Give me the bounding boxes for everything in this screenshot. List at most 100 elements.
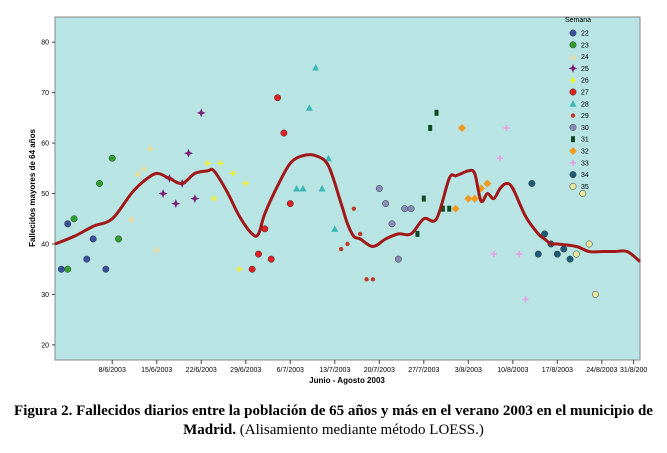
legend: Semana 22 23 24 25 26 27 28 29 30 31 32 33 34 35 <box>565 17 591 191</box>
legend-label-semana-32: 32 <box>581 149 589 156</box>
y-tick-label: 80 <box>41 40 49 47</box>
data-point-semana-31 <box>415 230 420 237</box>
y-tick-label: 60 <box>41 141 49 148</box>
x-tick-label: 24/8/2003 <box>586 367 617 374</box>
legend-marker-semana-33 <box>570 159 576 166</box>
caption-normal: (Alisamiento mediante método LOESS.) <box>236 422 484 438</box>
legend-marker-semana-28 <box>569 100 577 107</box>
legend-marker-semana-34 <box>569 171 577 179</box>
x-tick-label: 15/6/2003 <box>141 367 172 374</box>
data-point-semana-31 <box>440 205 445 212</box>
data-point-semana-24 <box>127 215 135 222</box>
data-point-semana-28 <box>324 154 332 162</box>
data-point-semana-30 <box>388 220 396 228</box>
data-point-semana-33 <box>490 251 497 258</box>
data-point-semana-26 <box>217 160 224 167</box>
data-point-semana-34 <box>541 230 549 238</box>
y-axis: 20 30 40 50 60 70 80 <box>41 40 55 349</box>
data-point-semana-24 <box>140 164 148 172</box>
data-point-semana-29 <box>370 277 376 282</box>
data-point-semana-28 <box>293 185 301 192</box>
data-point-semana-30 <box>375 185 383 192</box>
data-point-semana-25 <box>196 108 206 118</box>
legend-label-semana-33: 33 <box>581 160 589 167</box>
data-point-semana-35 <box>579 190 587 197</box>
y-tick-label: 30 <box>41 292 49 299</box>
x-axis: 8/6/2003 15/6/2003 22/6/2003 29/6/2003 6/7/2… <box>99 360 647 374</box>
legend-marker-semana-24 <box>569 53 577 60</box>
data-point-semana-29 <box>351 206 357 211</box>
data-point-semana-29 <box>358 231 363 237</box>
data-point-semana-26 <box>204 160 211 167</box>
legend-label-semana-25: 25 <box>581 66 589 73</box>
legend-label-semana-34: 34 <box>581 172 589 179</box>
data-point-semana-33 <box>516 251 523 258</box>
data-point-semana-29 <box>338 246 344 252</box>
y-tick-label: 50 <box>41 191 49 198</box>
legend-label-semana-28: 28 <box>581 101 589 108</box>
x-tick-label: 27/7/2003 <box>408 367 439 374</box>
data-point-semana-30 <box>407 205 415 213</box>
legend-label-semana-35: 35 <box>581 184 589 191</box>
data-point-semana-27 <box>286 200 294 208</box>
legend-label-semana-29: 29 <box>581 113 589 120</box>
data-point-semana-23 <box>70 215 78 223</box>
data-point-semana-22 <box>83 255 91 263</box>
legend-label-semana-22: 22 <box>581 31 589 38</box>
data-point-semana-28 <box>318 185 326 192</box>
data-point-semana-32 <box>464 194 473 203</box>
data-point-semana-35 <box>572 250 580 258</box>
scatter-points <box>57 63 599 303</box>
data-point-semana-26 <box>236 266 243 273</box>
x-tick-label: 31/8/200 <box>620 367 647 374</box>
data-point-semana-30 <box>401 205 409 213</box>
legend-label-semana-30: 30 <box>581 125 589 132</box>
data-point-semana-31 <box>421 195 426 202</box>
x-tick-label: 17/8/2003 <box>542 367 573 374</box>
legend-marker-semana-26 <box>570 77 576 84</box>
y-axis-title: Fallecidos mayores de 64 años <box>28 129 37 247</box>
x-tick-label: 13/7/2003 <box>319 367 350 374</box>
data-point-semana-34 <box>553 250 561 258</box>
legend-label-semana-24: 24 <box>581 54 589 61</box>
legend-marker-semana-31 <box>571 136 575 143</box>
legend-marker-semana-22 <box>569 29 577 37</box>
data-point-semana-31 <box>428 124 433 131</box>
data-point-semana-34 <box>528 180 536 187</box>
legend-marker-semana-27 <box>569 88 577 96</box>
x-tick-label: 10/8/2003 <box>497 367 528 374</box>
data-point-semana-23 <box>64 265 72 273</box>
legend-marker-semana-23 <box>569 41 577 49</box>
data-point-semana-24 <box>134 169 142 177</box>
data-point-semana-30 <box>394 255 402 263</box>
data-point-semana-26 <box>230 170 237 177</box>
data-point-semana-33 <box>503 124 510 131</box>
data-point-semana-27 <box>280 129 288 137</box>
data-point-semana-28 <box>331 225 339 232</box>
data-point-semana-35 <box>592 290 599 298</box>
loess-line <box>54 153 641 263</box>
caption-bold: Figura 2. Fallecidos diarios entre la po… <box>14 403 653 438</box>
data-point-semana-29 <box>345 241 350 247</box>
data-point-semana-23 <box>96 180 103 187</box>
legend-label-semana-26: 26 <box>581 78 589 85</box>
data-point-semana-22 <box>89 235 97 243</box>
data-point-semana-27 <box>274 94 282 102</box>
data-point-semana-32 <box>457 123 466 132</box>
x-tick-label: 20/7/2003 <box>364 367 395 374</box>
legend-label-semana-23: 23 <box>581 42 589 49</box>
data-point-semana-22 <box>57 265 65 273</box>
x-tick-label: 29/6/2003 <box>230 367 261 374</box>
data-point-semana-35 <box>585 240 593 248</box>
data-point-semana-33 <box>497 155 504 162</box>
data-point-semana-22 <box>64 220 72 228</box>
data-point-semana-30 <box>382 200 390 208</box>
data-point-semana-28 <box>299 185 307 192</box>
data-point-semana-27 <box>255 250 262 258</box>
legend-label-semana-27: 27 <box>581 90 589 97</box>
data-point-semana-23 <box>115 235 123 243</box>
x-tick-label: 8/6/2003 <box>99 367 126 374</box>
data-point-semana-25 <box>158 189 168 199</box>
data-point-semana-34 <box>534 250 542 258</box>
data-point-semana-26 <box>242 180 249 187</box>
